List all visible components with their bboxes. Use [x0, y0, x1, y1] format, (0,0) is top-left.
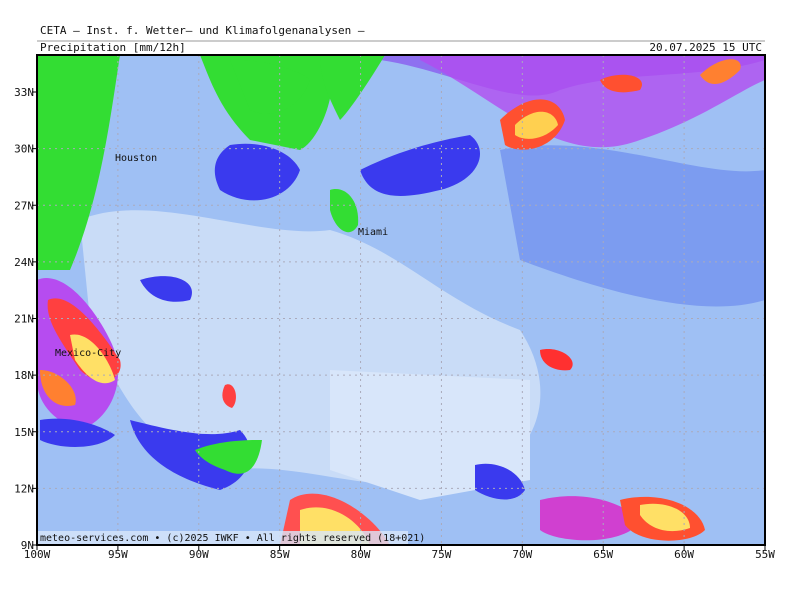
header-title: CETA – Inst. f. Wetter– und Klimafolgena…	[40, 24, 365, 37]
city-label: Miami	[358, 227, 388, 238]
lon-label: 95W	[108, 548, 128, 561]
map-frame	[36, 54, 766, 546]
lon-label: 80W	[351, 548, 371, 561]
lat-label: 33N	[14, 86, 34, 99]
lon-label: 65W	[593, 548, 613, 561]
lon-label: 85W	[270, 548, 290, 561]
valid-time: 20.07.2025 15 UTC	[649, 41, 762, 54]
product: Precipitation [mm/12h]	[40, 41, 186, 54]
lat-label: 27N	[14, 199, 34, 212]
lon-label: 100W	[24, 548, 51, 561]
lat-label: 15N	[14, 426, 34, 439]
credit-box	[38, 531, 408, 544]
credit: meteo-services.com • (c)2025 IWKF • All …	[40, 533, 425, 544]
lon-label: 55W	[755, 548, 775, 561]
precip-field	[37, 55, 765, 545]
lat-label: 18N	[14, 369, 34, 382]
lon-label: 70W	[512, 548, 532, 561]
lat-label: 30N	[14, 143, 34, 156]
grid	[37, 55, 765, 545]
lon-label: 60W	[674, 548, 694, 561]
city-label: Houston	[115, 153, 157, 164]
lon-label: 90W	[189, 548, 209, 561]
lat-label: 12N	[14, 482, 34, 495]
lon-label: 75W	[432, 548, 452, 561]
lat-label: 21N	[14, 313, 34, 326]
city-label: Mexico-City	[55, 348, 121, 359]
lat-label: 24N	[14, 256, 34, 269]
lat-label: 9N	[21, 539, 34, 552]
